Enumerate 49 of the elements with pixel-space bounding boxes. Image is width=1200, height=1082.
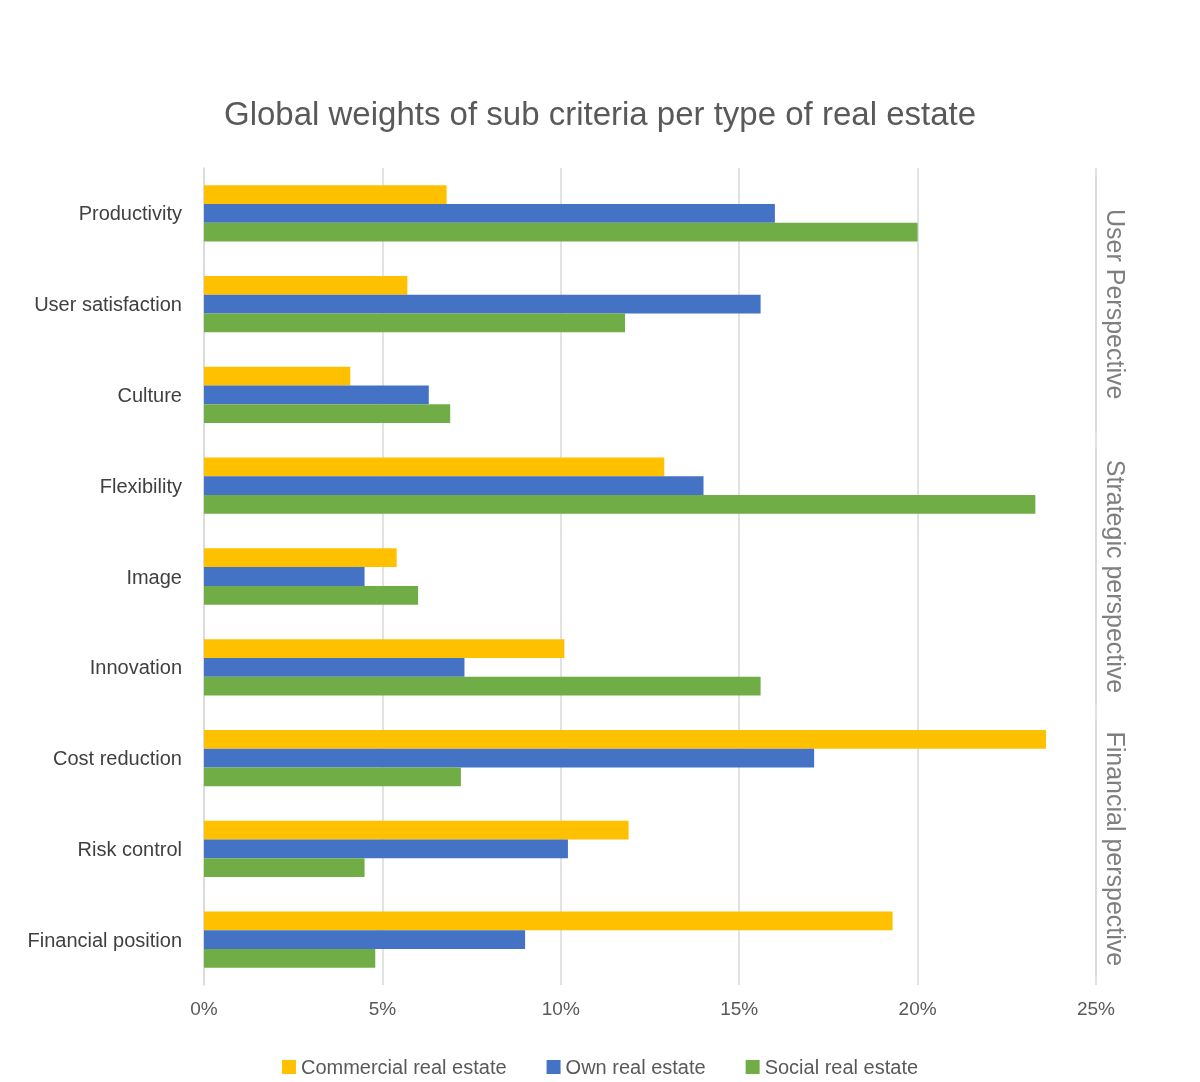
bar (204, 858, 365, 877)
bar (204, 276, 408, 295)
bar (204, 548, 397, 568)
x-tick-label: 0% (190, 998, 218, 1019)
bar (204, 385, 429, 405)
y-tick-label: User satisfaction (34, 293, 182, 316)
bar (204, 839, 568, 859)
bar (204, 222, 918, 242)
y-tick-label: Flexibility (99, 474, 182, 497)
x-tick-label: 5% (368, 998, 397, 1019)
bar (204, 948, 376, 968)
y-tick-label: Productivity (78, 202, 182, 225)
y-tick-label: Cost reduction (53, 747, 182, 770)
bar (204, 457, 665, 477)
bar (204, 748, 815, 768)
bar (204, 820, 629, 840)
y-tick-label: Risk control (77, 837, 182, 860)
bar (204, 585, 419, 605)
bar (204, 567, 365, 586)
bar (204, 930, 526, 949)
bar (204, 767, 461, 787)
text: Strategic perspective (1102, 459, 1130, 694)
bar (204, 185, 447, 205)
bar (204, 911, 893, 931)
bar (204, 313, 626, 333)
x-tick-label: 15% (720, 998, 759, 1019)
bar (204, 639, 565, 658)
legend-label: Own real estate (565, 1056, 706, 1078)
y-tick-label: Innovation (89, 656, 182, 679)
bar (204, 729, 1047, 749)
chart-title: Global weights of sub criteria per type of real estate (223, 95, 977, 132)
bar (204, 404, 451, 424)
text: User Perspective (1102, 208, 1130, 400)
x-tick-label: 25% (1076, 998, 1116, 1019)
legend-label: Commercial real estate (300, 1056, 507, 1078)
x-tick-label: 10% (541, 998, 580, 1019)
bar (204, 676, 761, 696)
bar (204, 366, 351, 386)
y-tick-label: Image (126, 565, 182, 588)
bar (204, 495, 1036, 514)
text: Financial perspective (1102, 731, 1130, 967)
bar (204, 204, 775, 223)
x-tick-label: 20% (898, 998, 937, 1019)
bar (204, 294, 761, 314)
y-tick-label: Financial position (27, 928, 182, 951)
legend-label: Social real estate (764, 1056, 919, 1078)
y-tick-label: Culture (117, 383, 182, 406)
bar (204, 657, 465, 677)
bar (204, 476, 704, 496)
